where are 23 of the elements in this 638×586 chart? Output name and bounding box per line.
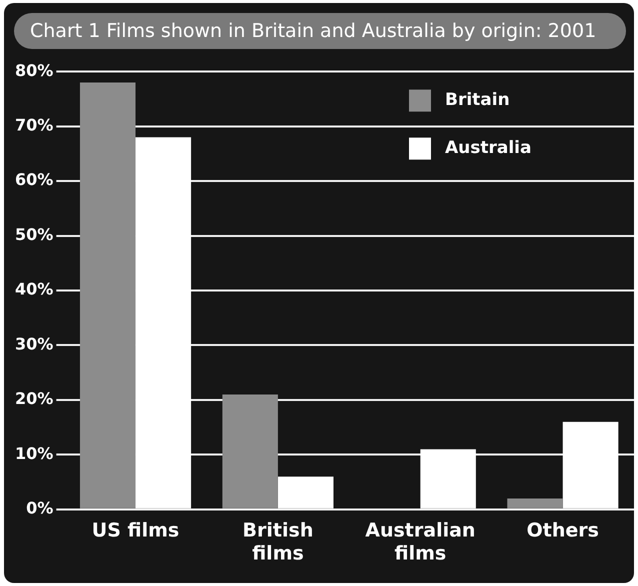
- bar: [420, 449, 476, 508]
- legend-label: Australia: [445, 138, 532, 158]
- y-tick-label: 10%: [15, 444, 54, 463]
- x-tick-label: Others: [526, 520, 599, 542]
- y-tick-label: 80%: [15, 60, 54, 80]
- chart-title: Chart 1 Films shown in Britain and Australia by origin: 2001: [14, 13, 626, 49]
- y-tick-label: 40%: [15, 280, 54, 299]
- y-tick-label: 70%: [15, 115, 54, 134]
- bar: [278, 476, 334, 508]
- y-tick-label: 30%: [15, 334, 54, 354]
- y-tick-label: 50%: [15, 224, 54, 244]
- y-tick-label: 0%: [26, 498, 54, 518]
- y-tick-label: 20%: [15, 389, 54, 408]
- legend-label: Britain: [445, 90, 510, 110]
- bar: [562, 422, 618, 508]
- bar: [507, 498, 563, 508]
- bar: [222, 394, 278, 508]
- y-tick-label: 60%: [15, 170, 54, 190]
- bar: [80, 82, 136, 508]
- x-tick-label: British films: [242, 520, 314, 565]
- x-tick-label: US films: [92, 520, 180, 542]
- x-tick-label: Australian films: [365, 520, 476, 565]
- bar: [136, 137, 192, 508]
